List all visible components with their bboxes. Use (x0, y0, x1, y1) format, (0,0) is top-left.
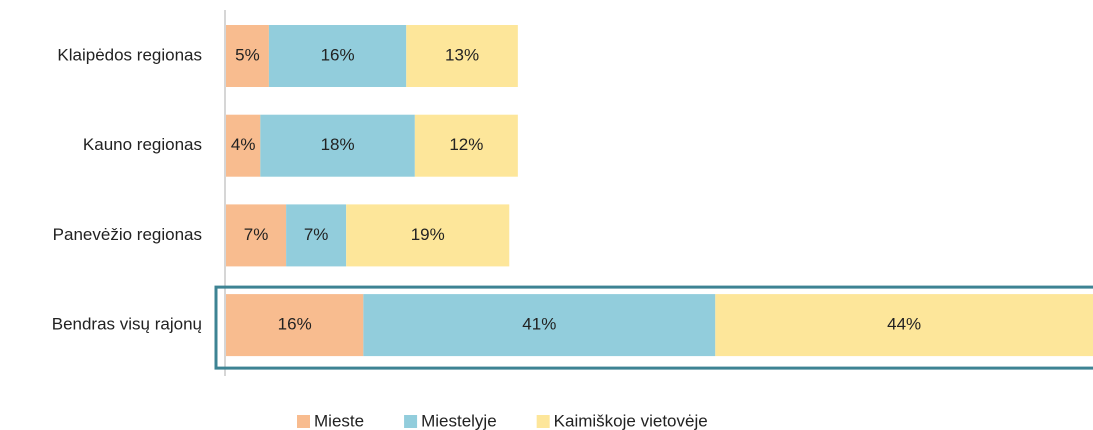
data-label: 19% (411, 225, 445, 244)
bar-segment (226, 114, 261, 177)
data-label: 7% (304, 225, 329, 244)
bar-segment (406, 25, 518, 87)
category-label: Bendras visų rajonų (52, 315, 202, 334)
highlight-box (214, 285, 1093, 370)
bar-segment (363, 294, 716, 357)
data-label: 4% (231, 135, 256, 154)
data-label: 41% (522, 315, 556, 334)
category-label: Klaipėdos regionas (57, 45, 202, 64)
legend-swatch (536, 415, 550, 428)
bar-segment (414, 114, 518, 177)
legend-swatch (404, 415, 418, 428)
bar-segment (268, 25, 407, 87)
data-label: 18% (321, 135, 355, 154)
legend-swatch (297, 415, 310, 428)
legend-label: Mieste (314, 411, 364, 430)
bar-segment (226, 294, 364, 357)
category-label: Kauno regionas (83, 135, 202, 154)
bar-segment (715, 294, 1093, 357)
bar-segment (260, 114, 415, 177)
data-label: 12% (449, 135, 483, 154)
category-label: Panevėžio regionas (53, 225, 202, 244)
legend-label: Kaimiškoje vietovėje (554, 411, 708, 430)
data-label: 5% (235, 45, 260, 64)
data-label: 16% (321, 45, 355, 64)
bar-segment (346, 204, 510, 267)
data-label: 13% (445, 45, 479, 64)
data-label: 16% (278, 315, 312, 334)
legend-label: Miestelyje (421, 411, 497, 430)
bar-segment (226, 204, 287, 267)
bar-segment (286, 204, 347, 267)
data-label: 44% (887, 315, 921, 334)
data-label: 7% (244, 225, 269, 244)
bar-segment (226, 25, 269, 87)
